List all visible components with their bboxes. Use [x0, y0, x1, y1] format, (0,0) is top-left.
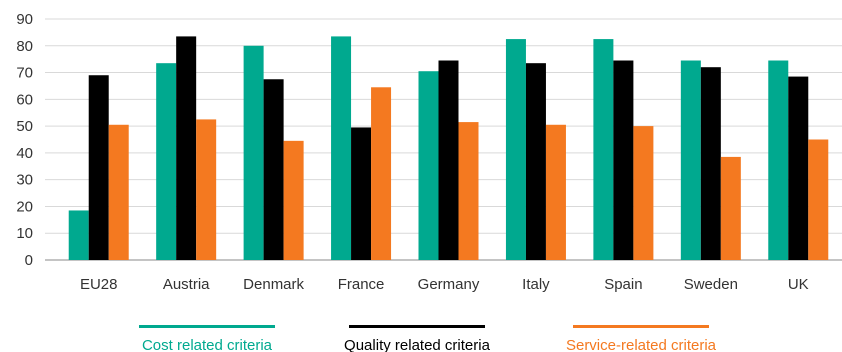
bar-spain-series-3 [633, 126, 654, 260]
x-axis-ticks: EU28 Austria Denmark France Germany Italy Spai… [80, 276, 809, 293]
y-tick-label: 0 [25, 252, 33, 269]
bar-uk-series-2 [788, 76, 809, 260]
bar-uk-series-1 [768, 60, 789, 260]
x-tick-label: Austria [163, 276, 210, 293]
x-tick-label: Germany [418, 276, 480, 293]
bar-germany-series-2 [438, 60, 459, 260]
y-tick-label: 70 [16, 65, 33, 82]
x-tick-label: France [338, 276, 385, 293]
bar-denmark-series-3 [283, 140, 304, 260]
bar-eu28-series-3 [108, 124, 129, 261]
legend-label-2: Quality related criteria [344, 337, 491, 352]
x-tick-label: Italy [522, 276, 550, 293]
bar-france-series-2 [351, 127, 372, 260]
x-tick-label: EU28 [80, 276, 118, 293]
legend: Cost related criteria Quality related cri… [139, 325, 717, 352]
x-tick-label: UK [788, 276, 809, 293]
y-tick-label: 50 [16, 118, 33, 135]
bar-france-series-3 [371, 87, 392, 261]
bar-denmark-series-2 [263, 79, 284, 260]
y-tick-label: 10 [16, 225, 33, 242]
bar-austria-series-3 [196, 119, 217, 261]
x-tick-label: Denmark [243, 276, 304, 293]
bar-spain-series-1 [593, 39, 614, 261]
bar-france-series-1 [331, 36, 352, 261]
bar-denmark-series-1 [243, 45, 264, 261]
bar-austria-series-2 [176, 36, 197, 261]
bar-italy-series-1 [505, 39, 526, 261]
y-tick-label: 20 [16, 198, 33, 215]
legend-label-1: Cost related criteria [142, 337, 273, 352]
bar-eu28-series-1 [68, 210, 89, 260]
bar-spain-series-2 [613, 60, 634, 260]
x-tick-label: Sweden [684, 276, 738, 293]
y-tick-label: 90 [16, 11, 33, 28]
y-axis-ticks: 0 10 20 30 40 50 60 70 80 90 [16, 11, 33, 269]
bar-austria-series-1 [156, 63, 177, 260]
bar-germany-series-1 [418, 71, 439, 260]
y-tick-label: 30 [16, 172, 33, 189]
bar-germany-series-3 [458, 122, 479, 260]
y-tick-label: 80 [16, 38, 33, 55]
y-tick-label: 60 [16, 91, 33, 108]
x-tick-label: Spain [604, 276, 642, 293]
y-tick-label: 40 [16, 145, 33, 162]
bars [68, 36, 829, 261]
bar-sweden-series-3 [720, 156, 741, 260]
bar-uk-series-3 [808, 139, 829, 260]
legend-label-3: Service-related criteria [566, 337, 717, 352]
bar-eu28-series-2 [88, 75, 109, 260]
bar-italy-series-3 [545, 124, 566, 261]
bar-sweden-series-2 [700, 67, 721, 260]
bar-italy-series-2 [525, 63, 546, 260]
bar-sweden-series-1 [680, 60, 701, 260]
